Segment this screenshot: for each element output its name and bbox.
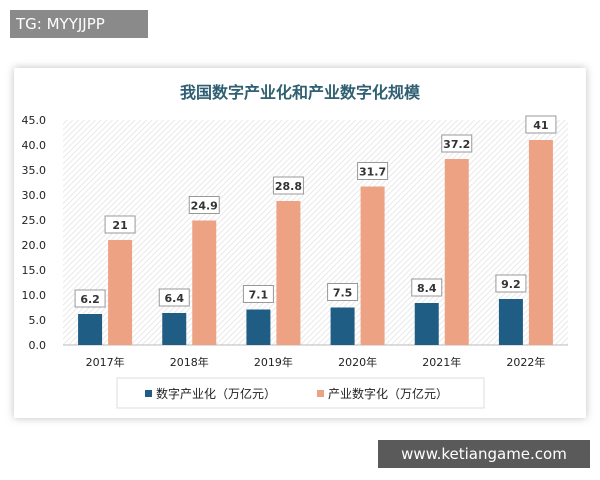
data-label: 24.9 bbox=[191, 200, 218, 213]
data-label-box bbox=[357, 162, 389, 180]
data-label: 37.2 bbox=[443, 138, 470, 151]
x-tick-label: 2021年 bbox=[422, 355, 461, 369]
bar-industry-digitalization bbox=[108, 240, 133, 345]
bottom-right-tag: www.ketiangame.com bbox=[378, 440, 590, 468]
data-label-box bbox=[495, 274, 527, 293]
y-tick-label: 40.0 bbox=[22, 139, 47, 152]
data-label: 7.1 bbox=[249, 289, 269, 302]
y-tick-label: 0.0 bbox=[29, 339, 47, 352]
x-tick-label: 2020年 bbox=[338, 355, 377, 369]
data-label-box bbox=[272, 176, 304, 195]
bar-industry-digitalization bbox=[276, 201, 301, 345]
x-tick-label: 2018年 bbox=[170, 355, 209, 369]
bar-digital-industrialization bbox=[246, 309, 271, 345]
data-label: 6.4 bbox=[165, 292, 185, 305]
data-label-box bbox=[411, 278, 443, 297]
bar-industry-digitalization bbox=[192, 220, 217, 345]
data-label-box bbox=[525, 115, 557, 134]
legend-box bbox=[116, 377, 485, 409]
bar-digital-industrialization bbox=[162, 313, 187, 345]
data-label: 31.7 bbox=[359, 166, 386, 179]
y-tick-label: 5.0 bbox=[29, 314, 47, 327]
data-label-box bbox=[74, 289, 106, 308]
x-tick-label: 2022年 bbox=[506, 355, 545, 369]
y-tick-label: 45.0 bbox=[22, 114, 47, 127]
data-label: 6.2 bbox=[80, 293, 100, 306]
data-label: 9.2 bbox=[501, 278, 521, 291]
data-label-box bbox=[104, 215, 136, 234]
legend-swatch bbox=[145, 390, 152, 397]
y-tick-label: 20.0 bbox=[22, 239, 47, 252]
legend-label: 产业数字化（万亿元） bbox=[328, 386, 448, 401]
y-tick-label: 35.0 bbox=[22, 164, 47, 177]
legend-label: 数字产业化（万亿元） bbox=[156, 386, 276, 401]
y-tick-label: 25.0 bbox=[22, 214, 47, 227]
data-label: 8.4 bbox=[417, 282, 437, 295]
chart-title: 我国数字产业化和产业数字化规模 bbox=[180, 83, 421, 102]
y-tick-label: 10.0 bbox=[22, 289, 47, 302]
legend-swatch bbox=[317, 390, 324, 397]
y-tick-label: 30.0 bbox=[22, 189, 47, 202]
bar-digital-industrialization bbox=[414, 303, 439, 345]
bar-industry-digitalization bbox=[528, 140, 553, 345]
data-label: 21 bbox=[112, 219, 127, 232]
data-label: 28.8 bbox=[275, 180, 302, 193]
plot-area bbox=[63, 120, 568, 345]
data-label-box bbox=[158, 288, 190, 307]
data-label-box bbox=[441, 134, 473, 153]
bar-industry-digitalization bbox=[360, 186, 385, 345]
bar-digital-industrialization bbox=[78, 314, 103, 345]
bar-industry-digitalization bbox=[444, 159, 469, 345]
bar-digital-industrialization bbox=[330, 307, 355, 345]
x-tick-label: 2017年 bbox=[86, 355, 125, 369]
data-label: 7.5 bbox=[333, 287, 353, 300]
data-label-box bbox=[327, 283, 359, 301]
data-label-box bbox=[242, 285, 274, 303]
y-tick-label: 15.0 bbox=[22, 264, 47, 277]
data-label-box bbox=[188, 196, 220, 214]
bar-digital-industrialization bbox=[498, 299, 523, 345]
top-left-tag: TG: MYYJJPP bbox=[10, 10, 148, 38]
x-tick-label: 2019年 bbox=[254, 355, 293, 369]
data-label: 41 bbox=[533, 119, 548, 132]
